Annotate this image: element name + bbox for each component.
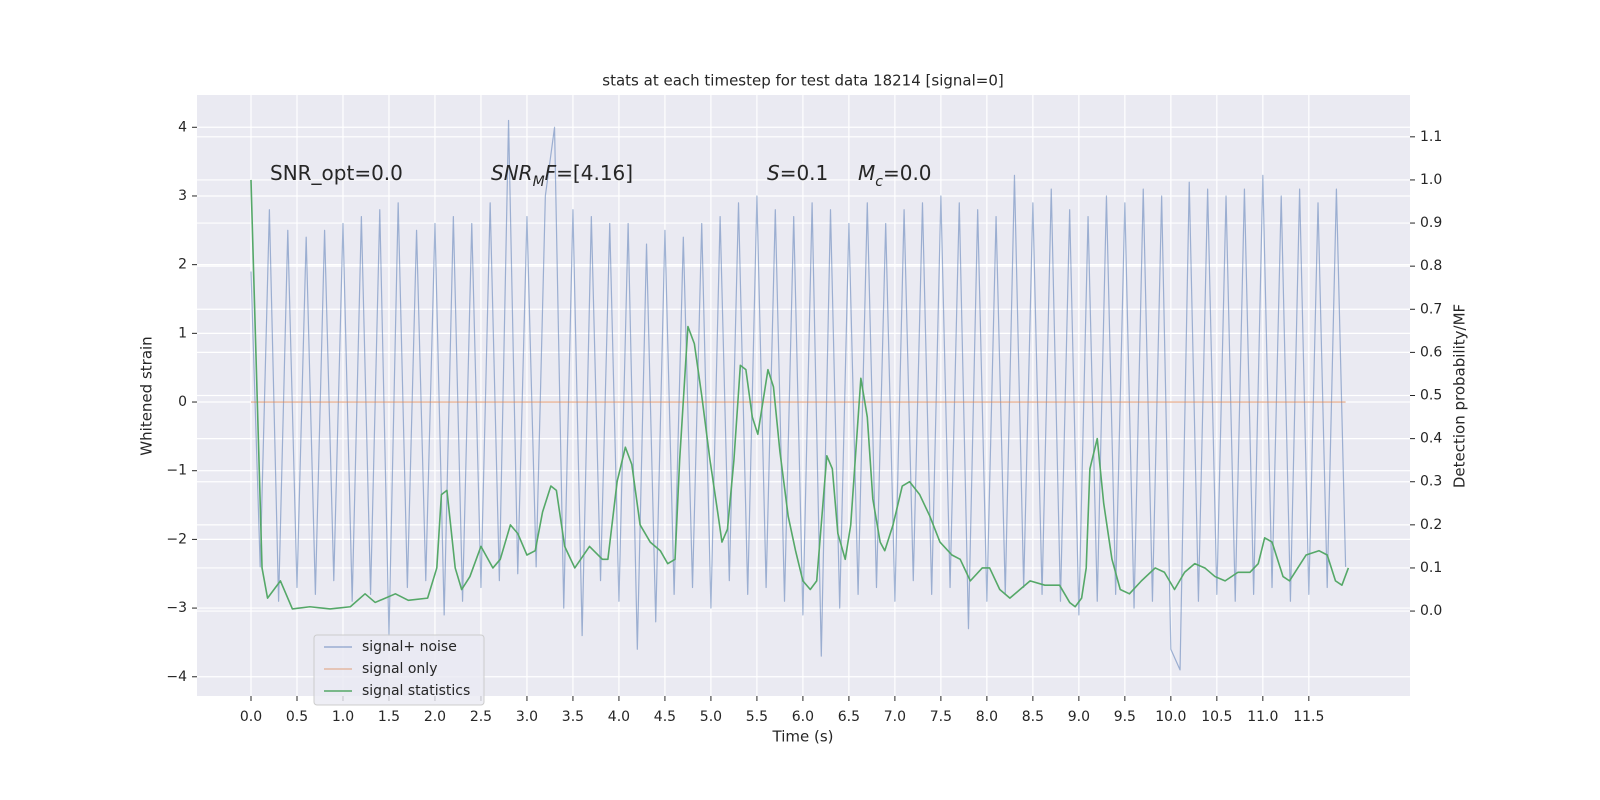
x-tick-label: 10.0 <box>1155 709 1186 725</box>
y-tick-label: −3 <box>166 600 187 616</box>
y2-tick-label: 0.8 <box>1420 258 1442 274</box>
chart-title: stats at each timestep for test data 182… <box>602 72 1003 90</box>
x-tick-label: 2.0 <box>424 709 446 725</box>
y2-tick-label: 0.9 <box>1420 215 1442 231</box>
x-tick-label: 6.0 <box>792 709 814 725</box>
y-tick-label: −2 <box>166 531 187 547</box>
y-tick-label: 4 <box>178 119 187 135</box>
x-tick-label: 3.5 <box>562 709 584 725</box>
x-tick-label: 2.5 <box>470 709 492 725</box>
x-tick-label: 11.5 <box>1293 709 1324 725</box>
annotation-part: SNR_opt=0.0 <box>270 161 403 185</box>
y2-tick-label: 0.5 <box>1420 388 1442 404</box>
x-tick-label: 1.0 <box>332 709 354 725</box>
x-tick-label: 5.5 <box>746 709 768 725</box>
annotation-part: M <box>533 174 545 190</box>
annotation-part: F <box>545 161 557 185</box>
x-tick-label: 6.5 <box>838 709 860 725</box>
x-tick-label: 0.0 <box>240 709 262 725</box>
x-tick-label: 5.0 <box>700 709 722 725</box>
x-tick-label: 4.5 <box>654 709 676 725</box>
series-line <box>250 119 1347 671</box>
y2-axis-label: Detection probability/MF <box>1451 304 1469 488</box>
annotation-part: SNR <box>491 161 533 185</box>
y-tick-label: −4 <box>166 669 187 685</box>
y-tick-label: 2 <box>178 257 187 273</box>
y-tick-label: 0 <box>178 394 187 410</box>
y2-tick-label: 0.7 <box>1420 301 1442 317</box>
y2-tick-label: 1.0 <box>1420 172 1442 188</box>
y-tick-label: 3 <box>178 188 187 204</box>
annotation: S=0.1 <box>767 161 828 185</box>
y-tick-label: 1 <box>178 325 187 341</box>
legend-label: signal+ noise <box>362 639 457 655</box>
x-tick-label: 9.5 <box>1114 709 1136 725</box>
y2-tick-label: 0.2 <box>1420 517 1442 533</box>
legend-label: signal only <box>362 661 437 677</box>
x-tick-label: 8.0 <box>976 709 998 725</box>
annotation-part: =0.1 <box>780 161 829 185</box>
x-tick-label: 3.0 <box>516 709 538 725</box>
legend-label: signal statistics <box>362 683 470 699</box>
y2-tick-label: 0.0 <box>1420 603 1442 619</box>
annotation-part: M <box>858 161 875 185</box>
x-tick-label: 0.5 <box>286 709 308 725</box>
x-tick-label: 7.0 <box>884 709 906 725</box>
x-tick-label: 4.0 <box>608 709 630 725</box>
legend-box <box>313 634 485 706</box>
x-axis-label: Time (s) <box>772 728 834 746</box>
y-axis-label: Whitened strain <box>138 336 156 455</box>
y2-tick-label: 1.1 <box>1420 129 1442 145</box>
y2-tick-label: 0.4 <box>1420 431 1442 447</box>
x-tick-label: 8.5 <box>1022 709 1044 725</box>
annotation-part: S <box>767 161 780 185</box>
annotation-part: =0.0 <box>883 161 932 185</box>
series-line <box>250 179 1350 610</box>
annotation: SNR_opt=0.0 <box>270 161 403 185</box>
x-tick-label: 10.5 <box>1201 709 1232 725</box>
x-tick-label: 9.0 <box>1068 709 1090 725</box>
annotation-part: =[4.16] <box>556 161 633 185</box>
annotation: SNRMF=[4.16] <box>491 161 633 191</box>
x-tick-label: 7.5 <box>930 709 952 725</box>
y2-tick-label: 0.3 <box>1420 474 1442 490</box>
x-tick-label: 11.0 <box>1247 709 1278 725</box>
annotation: Mc=0.0 <box>858 161 932 191</box>
annotation-part: c <box>875 174 883 190</box>
x-tick-label: 1.5 <box>378 709 400 725</box>
y2-tick-label: 0.1 <box>1420 560 1442 576</box>
y-tick-label: −1 <box>166 463 187 479</box>
y2-tick-label: 0.6 <box>1420 344 1442 360</box>
